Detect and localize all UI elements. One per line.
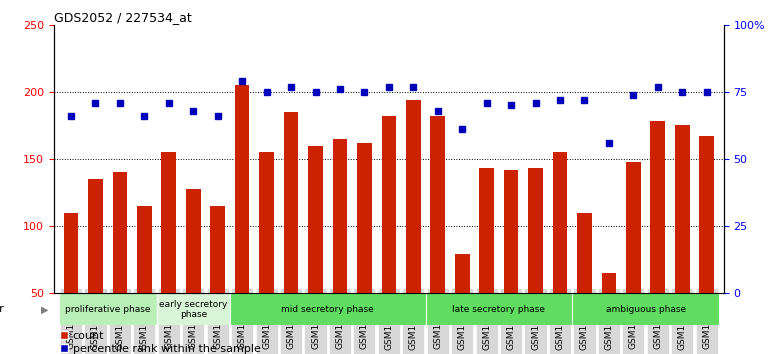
Bar bbox=[156, 293, 230, 325]
Bar bbox=[601, 273, 616, 354]
Bar bbox=[59, 293, 156, 325]
Bar bbox=[112, 172, 127, 354]
Bar bbox=[283, 112, 299, 354]
Text: mid secretory phase: mid secretory phase bbox=[281, 305, 374, 314]
Bar bbox=[426, 293, 572, 325]
Bar bbox=[553, 152, 567, 354]
Text: late secretory phase: late secretory phase bbox=[452, 305, 545, 314]
Bar bbox=[626, 162, 641, 354]
Bar bbox=[381, 116, 397, 354]
Bar bbox=[308, 145, 323, 354]
Text: early secretory
phase: early secretory phase bbox=[159, 299, 227, 319]
Bar bbox=[230, 293, 426, 325]
Bar bbox=[651, 121, 665, 354]
Bar bbox=[479, 169, 494, 354]
Text: other: other bbox=[0, 304, 4, 314]
Bar bbox=[504, 170, 518, 354]
Bar bbox=[64, 213, 79, 354]
Bar bbox=[699, 136, 714, 354]
Bar bbox=[406, 100, 420, 354]
Bar bbox=[572, 293, 719, 325]
Bar bbox=[162, 152, 176, 354]
Bar bbox=[137, 206, 152, 354]
Text: ▶: ▶ bbox=[41, 304, 49, 314]
Bar bbox=[577, 213, 592, 354]
Bar bbox=[357, 143, 372, 354]
Bar bbox=[675, 125, 690, 354]
Text: ambiguous phase: ambiguous phase bbox=[605, 305, 685, 314]
Bar bbox=[186, 189, 201, 354]
Legend: count, percentile rank within the sample: count, percentile rank within the sample bbox=[59, 331, 261, 354]
Bar bbox=[528, 169, 543, 354]
Text: proliferative phase: proliferative phase bbox=[65, 305, 150, 314]
Text: GDS2052 / 227534_at: GDS2052 / 227534_at bbox=[54, 11, 192, 24]
Bar bbox=[235, 85, 249, 354]
Bar bbox=[259, 152, 274, 354]
Bar bbox=[430, 116, 445, 354]
Bar bbox=[455, 254, 470, 354]
Bar bbox=[333, 139, 347, 354]
Bar bbox=[210, 206, 225, 354]
Bar bbox=[88, 179, 103, 354]
